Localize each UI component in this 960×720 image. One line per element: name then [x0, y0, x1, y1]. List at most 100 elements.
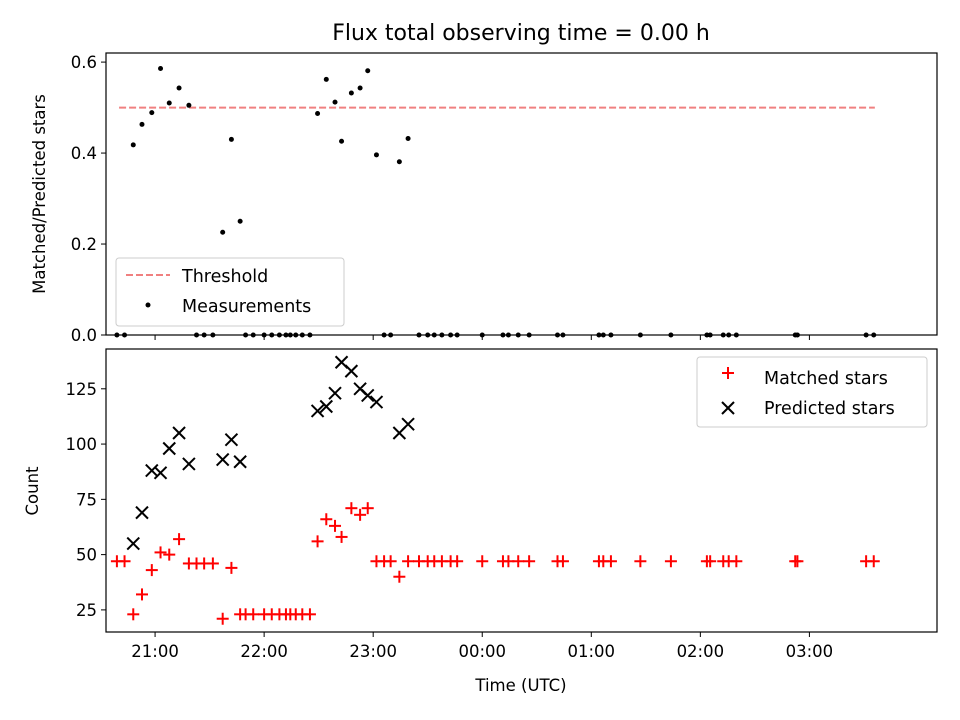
matched-star-point	[361, 502, 374, 515]
bottom-y-tick-label: 50	[76, 546, 97, 565]
predicted-star-point	[215, 452, 230, 467]
matched-star-point	[135, 588, 148, 601]
top-x-ticks	[154, 335, 810, 340]
measurement-point	[186, 102, 192, 108]
measurement-point	[166, 100, 172, 106]
x-tick-label: 00:00	[458, 642, 506, 661]
legend-matched-swatch	[722, 367, 734, 379]
matched-star-point	[402, 555, 415, 568]
predicted-star-point	[135, 505, 149, 520]
matched-star-point	[634, 555, 647, 568]
measurement-point	[228, 136, 234, 142]
matched-star-point	[320, 513, 333, 526]
predicted-star-point	[126, 536, 140, 551]
matched-star-point	[384, 555, 397, 568]
top-y-tick-label: 0.2	[71, 235, 97, 254]
measurement-point	[405, 136, 411, 142]
top-y-tick-label: 0.4	[71, 144, 97, 163]
bottom-y-axis-label: Count	[23, 466, 42, 516]
measurement-point	[332, 99, 338, 105]
measurement-point	[357, 85, 363, 91]
predicted-star-point	[319, 399, 333, 414]
measurement-point	[365, 68, 371, 74]
measurement-point	[339, 138, 345, 144]
measurement-point	[237, 218, 243, 224]
bottom-legend-box	[696, 356, 928, 428]
bottom-y-tick-label: 125	[66, 380, 98, 399]
matched-star-point	[451, 555, 464, 568]
matched-star-point	[704, 555, 717, 568]
matched-star-point	[118, 555, 131, 568]
matched-star-point	[145, 564, 158, 577]
measurement-point	[158, 65, 164, 71]
predicted-star-point	[369, 395, 384, 409]
matched-star-point	[867, 555, 880, 568]
measurement-point	[139, 121, 145, 127]
bottom-panel-frame	[105, 348, 938, 633]
matched-star-point	[354, 508, 367, 521]
predicted-star-point	[145, 463, 159, 478]
bottom-panel-marks	[110, 355, 880, 625]
matched-star-point	[173, 533, 186, 546]
predicted-star-point	[153, 466, 168, 480]
predicted-star-point	[233, 455, 247, 469]
matched-star-point	[225, 561, 238, 574]
matched-star-point	[329, 519, 342, 532]
measurement-point	[176, 85, 182, 91]
matched-star-point	[163, 548, 176, 561]
matched-star-point	[154, 546, 167, 559]
legend-measurements-label: Measurements	[182, 297, 311, 317]
matched-star-point	[127, 608, 140, 621]
top-panel: 0.0 0.2 0.4 0.6 Matched/Predicted stars Thr…	[30, 52, 938, 345]
top-y-axis-label: Matched/Predicted stars	[30, 94, 49, 294]
predicted-star-point	[344, 364, 359, 378]
matched-star-point	[791, 555, 804, 568]
matched-star-point	[664, 555, 677, 568]
measurement-point	[323, 76, 329, 82]
legend-measurements-swatch	[145, 302, 151, 308]
top-legend-box	[115, 257, 345, 327]
legend-predicted-label: Predicted stars	[764, 399, 895, 419]
top-y-tick-label: 0.0	[71, 326, 97, 345]
matched-star-point	[393, 570, 406, 583]
matched-star-point	[247, 608, 260, 621]
matched-star-point	[216, 612, 229, 625]
bottom-y-ticks: 25 50 75 100 125	[66, 380, 106, 620]
matched-star-point	[512, 555, 525, 568]
top-y-tick-label: 0.6	[71, 53, 97, 72]
predicted-star-point	[328, 386, 342, 400]
measurement-point	[373, 152, 379, 158]
x-tick-label: 01:00	[568, 642, 616, 661]
x-tick-label: 02:00	[677, 642, 725, 661]
measurement-point	[220, 229, 226, 235]
matched-star-point	[335, 530, 348, 543]
measurement-point	[396, 159, 402, 165]
measurement-point	[315, 110, 321, 116]
top-panel-frame	[105, 52, 938, 336]
measurement-point	[348, 90, 354, 96]
predicted-star-point	[182, 457, 196, 471]
matched-star-point	[604, 555, 617, 568]
matched-star-point	[556, 555, 569, 568]
matched-star-point	[311, 535, 324, 548]
predicted-star-point	[224, 432, 239, 447]
bottom-y-tick-label: 75	[76, 490, 97, 509]
matched-star-point	[303, 608, 316, 621]
legend-threshold-label: Threshold	[181, 267, 268, 287]
matched-star-point	[476, 555, 489, 568]
matched-star-point	[730, 555, 743, 568]
bottom-legend: Matched stars Predicted stars	[696, 356, 928, 428]
bottom-panel: 25 50 75 100 125 21:00 22:00 23:00 00:00 01:00 02…	[23, 348, 938, 695]
legend-predicted-swatch	[721, 401, 735, 415]
predicted-star-point	[401, 417, 415, 431]
top-y-ticks: 0.0 0.2 0.4 0.6	[71, 53, 106, 345]
predicted-star-point	[361, 388, 375, 403]
bottom-y-tick-label: 100	[66, 435, 98, 454]
predicted-star-point	[310, 404, 325, 418]
bottom-x-ticks: 21:00 22:00 23:00 00:00 01:00 02:00 03:00	[131, 632, 833, 661]
x-tick-label: 22:00	[240, 642, 288, 661]
x-tick-label: 21:00	[131, 642, 179, 661]
x-tick-label: 03:00	[786, 642, 834, 661]
x-axis-label: Time (UTC)	[474, 676, 566, 695]
